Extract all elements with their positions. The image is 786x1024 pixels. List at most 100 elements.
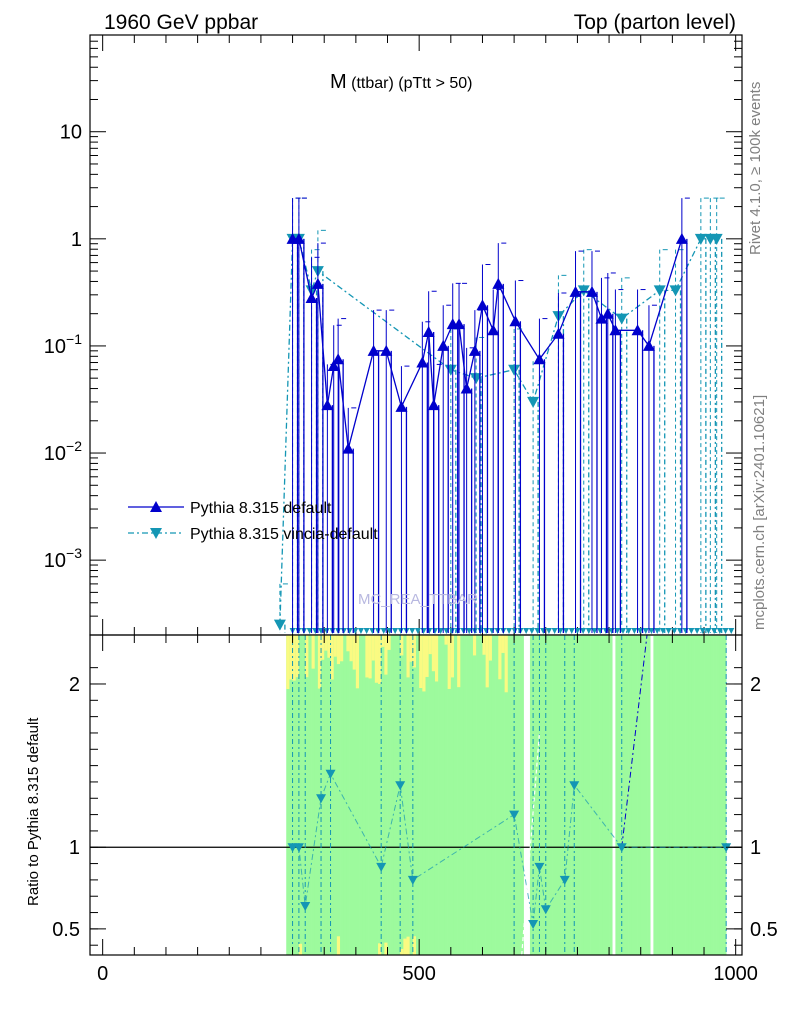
baseline-point <box>414 628 421 634</box>
svg-text:M (ttbar) (pTtt > 50): M (ttbar) (pTtt > 50) <box>330 71 472 93</box>
ratio-band-yellow-top <box>346 635 350 652</box>
watermark: MC_REA_TTBAR <box>358 591 478 608</box>
pythia-default-series-point <box>492 277 505 289</box>
ratio-band-yellow-bottom <box>400 948 404 955</box>
ratio-band-green <box>536 635 540 955</box>
ratio-band-green <box>400 635 404 955</box>
ratio-band-green <box>403 635 407 955</box>
ratio-band-green <box>666 635 670 955</box>
ratio-band-green <box>542 635 547 955</box>
baseline-point <box>631 628 638 634</box>
legend-label-vincia: Pythia 8.315 vincia-default <box>190 526 378 543</box>
ratio-band-green <box>688 635 692 955</box>
ratio-band-green <box>558 635 562 955</box>
ratio-band-green <box>637 635 642 955</box>
baseline-point <box>420 628 427 634</box>
ratio-band-green <box>561 635 566 955</box>
ratio-band-green <box>479 635 483 955</box>
ratio-band-yellow-top <box>472 635 477 656</box>
baseline-point <box>392 628 399 634</box>
ratio-band-green <box>647 635 651 955</box>
ratio-band-yellow-top <box>425 635 429 677</box>
vincia-series-drops <box>279 197 725 633</box>
baseline-point <box>523 628 530 634</box>
baseline-point <box>357 628 364 634</box>
ratio-band-yellow-top <box>384 635 388 675</box>
ratio-band-green <box>707 635 711 955</box>
ratio-white-dash <box>521 732 541 956</box>
vincia-series-point <box>653 285 666 297</box>
legend-marker-triangle-up <box>150 501 162 512</box>
baseline-point <box>483 628 490 634</box>
baseline-point <box>449 628 456 634</box>
baseline-point <box>369 628 376 634</box>
baseline-point <box>654 628 661 634</box>
ratio-band-green <box>659 635 664 955</box>
pythia-default-series-point <box>292 232 305 244</box>
pythia-default-series-point <box>595 312 608 324</box>
ratio-band-green <box>488 635 493 955</box>
ratio-band-green <box>428 635 433 955</box>
baseline-point <box>637 628 644 634</box>
vincia-series-point <box>577 285 590 297</box>
ratio-band-green <box>656 635 661 955</box>
baseline-point <box>699 628 706 634</box>
ratio-band-green <box>618 635 623 955</box>
baseline-point <box>397 628 404 634</box>
ratio-band-green <box>409 635 414 955</box>
ratio-band-green <box>552 635 556 955</box>
pythia-default-series-point <box>468 344 481 356</box>
ratio-band-green <box>539 635 543 955</box>
lower-y-tick-label-right: 0.5 <box>750 919 778 941</box>
ratio-line <box>292 772 727 925</box>
title-sub: (ttbar) (pTtt > 50) <box>347 75 473 92</box>
ratio-band-green <box>631 635 635 955</box>
ratio-band-green <box>384 635 388 955</box>
pythia-default-series-point <box>380 344 393 356</box>
pythia-default-series-point <box>305 292 318 304</box>
legend-label-pythia-default: Pythia 8.315 default <box>190 500 332 517</box>
ratio-band-yellow-bottom <box>378 943 382 955</box>
ratio-band-green <box>387 635 391 955</box>
lower-ticks: 2 2 1 1 0.5 0.5 0 500 1000 <box>52 635 778 985</box>
ratio-band-green <box>669 635 673 955</box>
ratio-band-yellow-top <box>498 635 502 680</box>
baseline-point <box>363 628 370 634</box>
ratio-band-green <box>406 635 410 955</box>
ratio-band-green <box>529 635 534 955</box>
ratio-band-green <box>431 635 436 955</box>
ratio-band-yellow-bottom <box>406 936 410 955</box>
pythia-default-series-point <box>395 400 408 412</box>
ratio-band-yellow-top <box>447 635 452 689</box>
ratio-band-green <box>397 635 401 955</box>
ratio-band-yellow-top <box>311 635 316 669</box>
ratio-band-green <box>555 635 559 955</box>
lower-y-tick-label-left: 0.5 <box>52 919 80 941</box>
pythia-default-series-point <box>427 399 440 411</box>
ratio-band-yellow-top <box>292 635 297 681</box>
ratio-band-yellow-top <box>371 635 376 661</box>
pythia-default-series-point <box>460 382 473 394</box>
ratio-band-yellow-top <box>428 635 433 655</box>
baseline-point <box>568 628 575 634</box>
pythia-default-series-point <box>342 442 355 454</box>
ratio-band-green <box>498 635 502 955</box>
ratio-band-green <box>444 635 448 955</box>
pythia-default-series-point <box>601 307 614 319</box>
ratio-band-yellow-bottom <box>403 938 407 955</box>
ratio-band-yellow-bottom <box>298 943 303 955</box>
ratio-point <box>559 875 570 885</box>
ratio-band-yellow-top <box>317 635 322 689</box>
ratio-band-green <box>412 635 417 955</box>
ratio-band-green <box>723 635 727 955</box>
pythia-default-series-point <box>552 327 565 339</box>
ratio-band-green <box>504 635 509 955</box>
ratio-point <box>540 905 551 915</box>
ratio-band-yellow-top <box>378 635 382 684</box>
lower-y-tick-label-left: 1 <box>69 837 80 859</box>
ratio-series <box>287 634 732 956</box>
baseline-point <box>340 628 347 634</box>
ratio-band-green <box>302 635 306 955</box>
pythia-default-series-point <box>675 232 688 244</box>
vincia-series-point <box>694 233 707 245</box>
